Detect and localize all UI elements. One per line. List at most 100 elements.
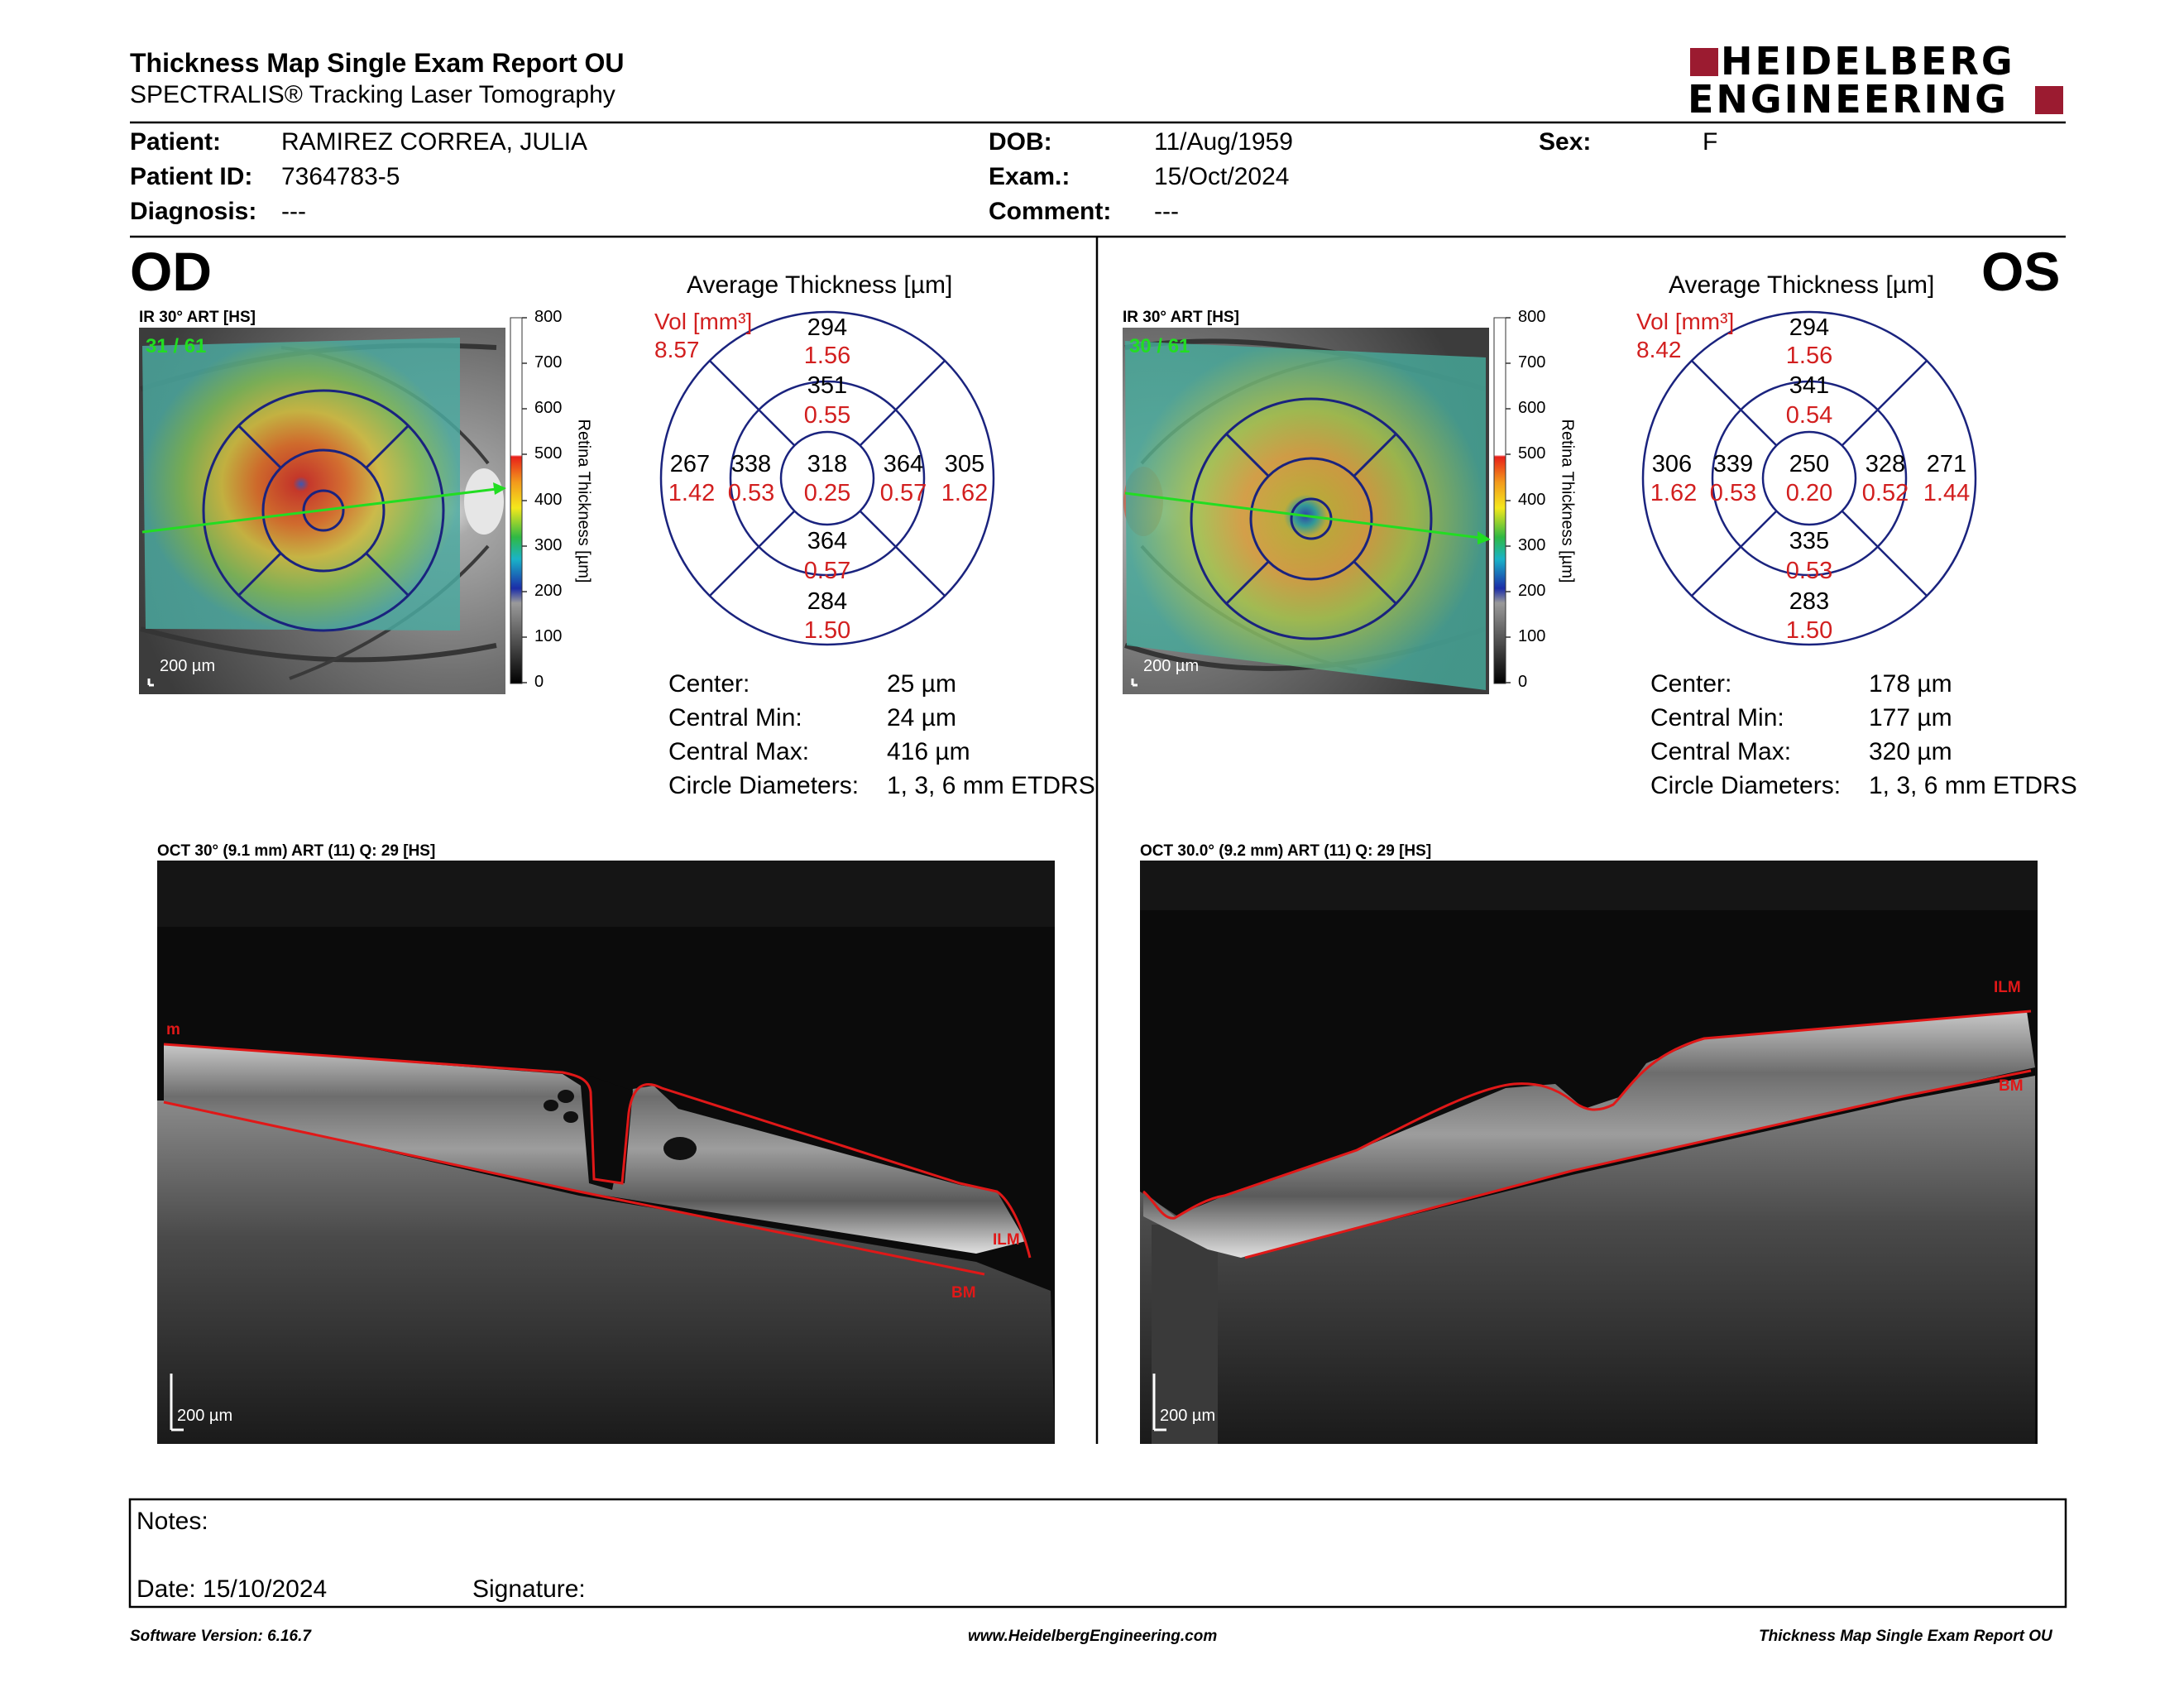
od-oct-header: OCT 30° (9.1 mm) ART (11) Q: 29 [HS] [157, 842, 436, 860]
od-center: 318 [807, 451, 848, 477]
os-oct-header: OCT 30.0° (9.2 mm) ART (11) Q: 29 [HS] [1140, 842, 1432, 860]
os-center-vol: 0.20 [1785, 480, 1833, 506]
od-circle-value: 1, 3, 6 mm ETDRS [887, 772, 1095, 799]
os-outer-temporal-vol: 1.62 [1650, 480, 1698, 506]
os-cbar-title: Retina Thickness [µm] [1558, 419, 1577, 583]
patient-name: RAMIREZ CORREA, JULIA [281, 128, 588, 156]
od-outer-inferior: 284 [807, 588, 848, 615]
notes-date: Date: 15/10/2024 [136, 1575, 328, 1603]
os-fundus-image [1123, 328, 1491, 694]
os-inner-nasal-vol: 0.52 [1861, 480, 1909, 506]
os-fundus-scale: 200 µm [1143, 657, 1200, 675]
sex-value: F [1703, 128, 1718, 156]
os-vol-label: Vol [mm³] [1636, 309, 1735, 334]
od-max-value: 416 µm [887, 738, 970, 765]
footer-report-name: Thickness Map Single Exam Report OU [1759, 1628, 2052, 1645]
od-oct-bscan [157, 861, 1055, 1444]
os-cbar-tick-300: 300 [1518, 536, 1546, 554]
od-center-label: Center: [668, 670, 750, 698]
od-oct-ilm-label: ILM [993, 1231, 1020, 1249]
os-oct-scale: 200 µm [1160, 1407, 1216, 1425]
od-outer-superior: 294 [807, 314, 848, 341]
os-circle-label: Circle Diameters: [1650, 772, 1842, 799]
os-avg-title: Average Thickness [µm] [1669, 271, 1935, 299]
os-cbar-tick-200: 200 [1518, 582, 1546, 600]
od-cbar-tick-800: 800 [534, 308, 563, 326]
os-center-label: Center: [1650, 670, 1732, 698]
od-vol-label: Vol [mm³] [654, 309, 753, 334]
od-inner-superior: 351 [807, 372, 848, 399]
os-outer-temporal: 306 [1651, 451, 1693, 477]
exam-value: 15/Oct/2024 [1154, 163, 1290, 190]
os-min-value: 177 µm [1869, 704, 1952, 731]
od-min-value: 24 µm [887, 704, 956, 731]
os-outer-nasal: 271 [1926, 451, 1967, 477]
od-outer-superior-vol: 1.56 [803, 343, 851, 369]
od-vol-total: 8.57 [654, 337, 700, 362]
od-cbar-tick-400: 400 [534, 491, 563, 509]
od-inner-inferior-vol: 0.57 [803, 558, 851, 584]
os-cbar-tick-600: 600 [1518, 399, 1546, 417]
logo-heidelberg: HEIDELBERG [1721, 39, 2015, 84]
patient-id: 7364783-5 [281, 163, 400, 190]
od-cbar-tick-700: 700 [534, 353, 563, 372]
os-inner-superior-vol: 0.54 [1785, 402, 1833, 429]
od-colorbar [510, 317, 523, 684]
od-outer-inferior-vol: 1.50 [803, 617, 851, 644]
os-max-label: Central Max: [1650, 738, 1792, 765]
diagnosis-value: --- [281, 198, 306, 225]
os-min-label: Central Min: [1650, 704, 1784, 731]
os-outer-superior: 294 [1789, 314, 1830, 341]
os-outer-inferior-vol: 1.50 [1785, 617, 1833, 644]
od-outer-temporal: 267 [669, 451, 711, 477]
od-inner-inferior: 364 [807, 528, 848, 554]
od-ir-header: IR 30° ART [HS] [139, 309, 256, 326]
os-ir-header: IR 30° ART [HS] [1123, 309, 1239, 326]
os-cbar-tick-400: 400 [1518, 491, 1546, 509]
os-cbar-tick-500: 500 [1518, 444, 1546, 463]
os-cbar-tick-0: 0 [1518, 673, 1528, 691]
od-outer-temporal-vol: 1.42 [668, 480, 716, 506]
os-colorbar-ticks [1506, 317, 1511, 683]
os-max-value: 320 µm [1869, 738, 1952, 765]
os-vol-total: 8.42 [1636, 337, 1682, 362]
os-cbar-tick-800: 800 [1518, 308, 1546, 326]
od-oct-ilm-edge: m [166, 1021, 180, 1038]
notes-signature: Signature: [472, 1575, 586, 1603]
od-etdrs-grid [659, 310, 995, 646]
od-cbar-tick-600: 600 [534, 399, 563, 417]
od-max-label: Central Max: [668, 738, 810, 765]
footer-website[interactable]: www.HeidelbergEngineering.com [968, 1628, 1218, 1645]
od-oct-scale: 200 µm [177, 1407, 233, 1425]
od-frame-counter: 31 / 61 [146, 335, 207, 357]
od-eye-label: OD [130, 241, 212, 302]
os-inner-inferior-vol: 0.53 [1785, 558, 1833, 584]
od-center-vol: 0.25 [803, 480, 851, 506]
os-center-value: 178 µm [1869, 670, 1952, 698]
os-colorbar [1493, 317, 1506, 684]
od-inner-nasal: 364 [883, 451, 924, 477]
od-avg-title: Average Thickness [µm] [687, 271, 953, 299]
od-cbar-tick-100: 100 [534, 627, 563, 645]
od-inner-superior-vol: 0.55 [803, 402, 851, 429]
od-outer-nasal: 305 [944, 451, 985, 477]
od-cbar-tick-200: 200 [534, 582, 563, 600]
os-inner-temporal-vol: 0.53 [1709, 480, 1757, 506]
od-inner-temporal-vol: 0.53 [727, 480, 775, 506]
od-colorbar-ticks [522, 317, 527, 683]
exam-label: Exam.: [989, 163, 1070, 190]
os-frame-counter: 30 / 61 [1129, 335, 1190, 357]
od-cbar-tick-0: 0 [534, 673, 544, 691]
os-inner-superior: 341 [1789, 372, 1830, 399]
os-outer-superior-vol: 1.56 [1785, 343, 1833, 369]
os-oct-ilm-label: ILM [1994, 979, 2021, 996]
os-oct-bscan [1140, 861, 2038, 1444]
sex-label: Sex: [1539, 128, 1592, 156]
os-cbar-tick-700: 700 [1518, 353, 1546, 372]
od-min-label: Central Min: [668, 704, 802, 731]
od-cbar-title: Retina Thickness [µm] [574, 419, 593, 583]
os-center: 250 [1789, 451, 1830, 477]
logo-block-left [1690, 48, 1718, 76]
os-eye-label: OS [1981, 241, 2061, 302]
